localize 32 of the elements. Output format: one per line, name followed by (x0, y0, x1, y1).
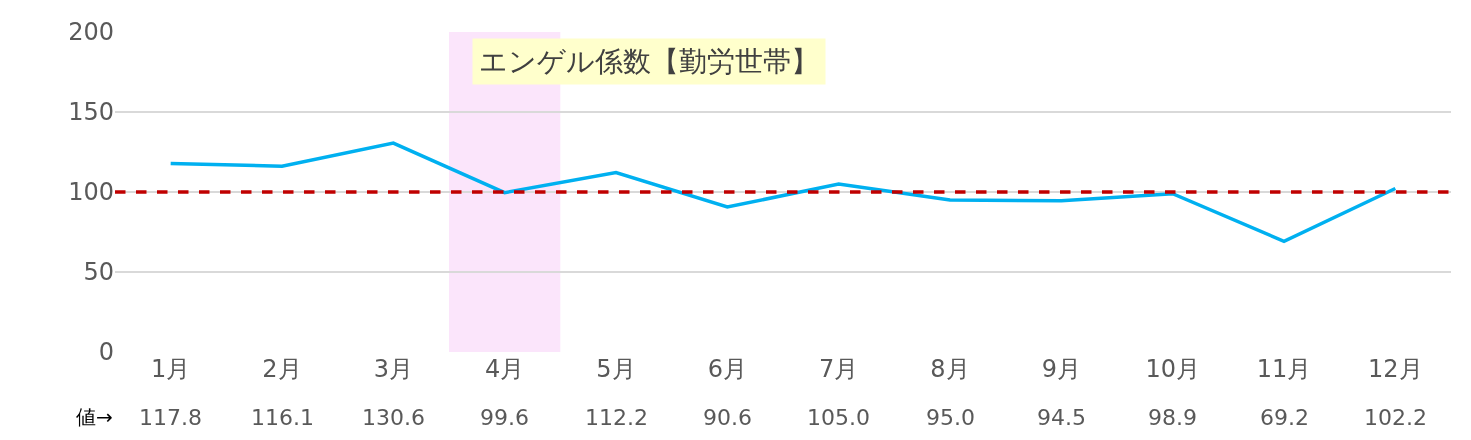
data-label: 95.0 (926, 405, 975, 430)
y-tick-label: 150 (68, 98, 114, 127)
text: エンゲル係数【勤労世帯】 (479, 45, 819, 78)
data-label: 90.6 (703, 405, 752, 430)
text: 値→ (76, 405, 113, 429)
x-tick-label: 5月 (596, 355, 636, 383)
data-label: 105.0 (807, 405, 870, 430)
data-label: 116.1 (251, 405, 314, 430)
y-tick-label: 50 (83, 258, 114, 287)
x-tick-label: 11月 (1256, 355, 1312, 383)
y-tick-label: 0 (98, 338, 114, 367)
x-tick-label: 2月 (262, 355, 302, 383)
data-label: 98.9 (1148, 405, 1197, 430)
x-tick-label: 8月 (930, 355, 970, 383)
x-tick-label: 10月 (1145, 355, 1200, 383)
data-label: 130.6 (362, 405, 425, 430)
x-tick-label: 9月 (1041, 355, 1081, 383)
data-label: 117.8 (139, 405, 202, 430)
data-label: 99.6 (480, 405, 529, 430)
x-tick-label: 6月 (707, 355, 747, 383)
x-tick-label: 7月 (819, 355, 859, 383)
data-label: 102.2 (1364, 405, 1427, 430)
x-tick-label: 12月 (1368, 355, 1423, 383)
x-tick-label: 4月 (485, 355, 525, 383)
y-tick-label: 200 (68, 18, 114, 47)
y-tick-label: 100 (68, 178, 114, 207)
data-label: 112.2 (585, 405, 648, 430)
x-tick-label: 3月 (373, 355, 413, 383)
line-series (168, 141, 1398, 244)
data-label: 94.5 (1037, 405, 1086, 430)
x-tick-label: 1月 (151, 355, 191, 383)
data-label: 69.2 (1260, 405, 1309, 430)
